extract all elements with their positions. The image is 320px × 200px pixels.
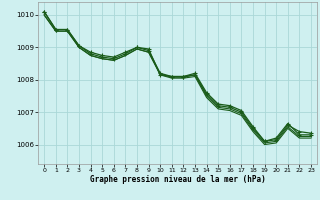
X-axis label: Graphe pression niveau de la mer (hPa): Graphe pression niveau de la mer (hPa) [90,175,266,184]
